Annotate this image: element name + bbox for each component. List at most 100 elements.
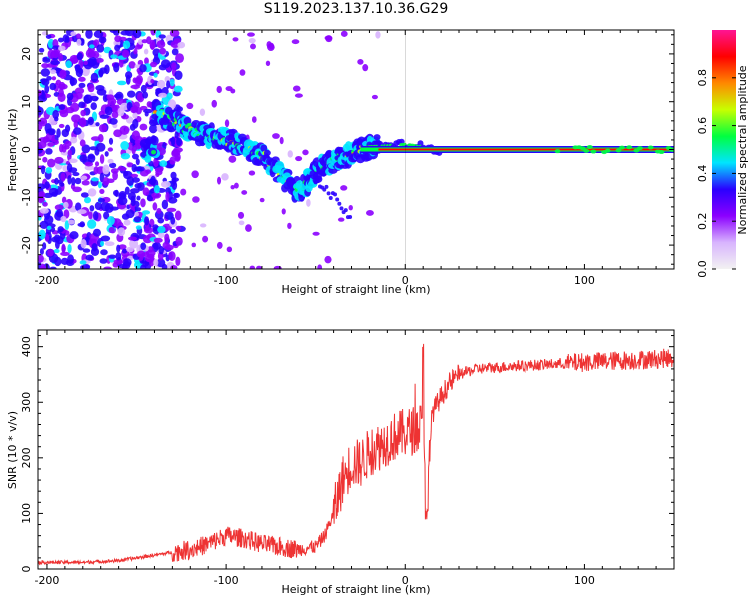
heatmap-cell [339, 206, 344, 211]
heatmap-cell [658, 150, 665, 155]
heatmap-cell [647, 145, 654, 150]
heatmap-cell [39, 208, 49, 214]
heatmap-cell [224, 119, 230, 128]
heatmap-cell [173, 38, 181, 43]
top-x-axis-label: Height of straight line (km) [281, 283, 430, 296]
heatmap-cell [58, 104, 66, 111]
bottom-y-tick-label: 200 [20, 447, 33, 468]
heatmap-cell [259, 197, 265, 203]
heatmap-cell [109, 30, 118, 34]
heatmap-cell [100, 249, 108, 256]
heatmap-cell [98, 124, 108, 133]
heatmap-cell [70, 31, 77, 37]
heatmap-cell [85, 48, 95, 58]
heatmap-cell [87, 188, 97, 197]
heatmap-cell [132, 118, 139, 129]
heatmap-cell [199, 223, 207, 228]
heatmap-cell [141, 210, 151, 215]
heatmap-cell [166, 207, 177, 213]
heatmap-cell [103, 211, 110, 220]
heatmap-cell [87, 83, 95, 93]
heatmap-cell [113, 62, 120, 73]
heatmap-cell [92, 210, 99, 221]
heatmap-cell [225, 86, 233, 92]
heatmap-cell [127, 236, 138, 241]
heatmap-cell [160, 181, 171, 188]
heatmap-cell [112, 170, 118, 181]
heatmap-cell [121, 49, 130, 58]
heatmap-cell [83, 60, 88, 66]
heatmap-cell [38, 117, 48, 127]
heatmap-cell [170, 216, 176, 225]
heatmap-cell [579, 146, 586, 151]
colorbar [712, 30, 736, 269]
heatmap-cell [46, 225, 52, 231]
heatmap-cell [47, 49, 55, 60]
top-x-tick-label: 100 [574, 274, 595, 287]
heatmap-cell [326, 191, 331, 196]
heatmap-cell [49, 266, 57, 269]
heatmap-cell [129, 188, 140, 194]
heatmap-cell [89, 44, 95, 49]
heatmap-cell [80, 239, 87, 249]
heatmap-cell [42, 242, 47, 250]
heatmap-cell [586, 145, 593, 150]
heatmap-cell [279, 136, 284, 145]
heatmap-cell [42, 57, 51, 63]
heatmap-cell [90, 102, 97, 111]
heatmap-cell [150, 78, 155, 84]
heatmap-cell [239, 69, 246, 76]
heatmap-cell [79, 117, 87, 128]
bottom-x-tick-label: -200 [34, 574, 59, 587]
heatmap-cell [337, 201, 342, 206]
heatmap-cell [140, 242, 147, 251]
heatmap-cell [104, 106, 113, 116]
colorbar-tick-label: 0.6 [696, 117, 709, 135]
heatmap-cell [38, 124, 43, 130]
heatmap-cell [312, 231, 320, 236]
heatmap-cell [306, 199, 311, 207]
heatmap-cell [42, 201, 48, 207]
heatmap-cell [47, 142, 55, 147]
heatmap-cell [335, 197, 340, 202]
heatmap-cell [56, 128, 61, 138]
heatmap-cell [170, 136, 176, 147]
spectrogram-heatmap [38, 30, 674, 269]
heatmap-cell [85, 254, 94, 261]
heatmap-cell [58, 53, 63, 62]
heatmap-cell [554, 149, 561, 154]
bottom-y-axis-label: SNR (10 * v/v) [6, 411, 19, 489]
heatmap-cell [72, 186, 82, 193]
heatmap-cell [175, 225, 182, 231]
heatmap-cell [260, 144, 268, 153]
heatmap-cell [171, 150, 179, 158]
top-x-tick-label: 0 [402, 274, 409, 287]
heatmap-cell [156, 258, 166, 268]
heatmap-cell [67, 219, 75, 225]
heatmap-cell [317, 264, 323, 269]
heatmap-cell [221, 173, 229, 181]
top-x-tick-label: -100 [214, 274, 239, 287]
heatmap-cell [165, 191, 170, 202]
heatmap-cell [619, 145, 626, 150]
heatmap-cell [169, 78, 175, 87]
heatmap-cell [169, 30, 180, 37]
heatmap-cell [71, 177, 76, 186]
heatmap-cell [174, 210, 182, 221]
heatmap-cell [108, 137, 114, 145]
heatmap-cell [171, 48, 179, 56]
bottom-x-tick-label: 100 [574, 574, 595, 587]
heatmap-cell [99, 188, 105, 195]
heatmap-cell [113, 259, 124, 265]
heatmap-cell [107, 97, 117, 106]
heatmap-cell [325, 149, 333, 157]
heatmap-cell [146, 101, 153, 108]
heatmap-cell [100, 240, 105, 247]
heatmap-cell [79, 260, 87, 265]
heatmap-cell [142, 235, 153, 244]
heatmap-cell [44, 84, 50, 94]
heatmap-cell [78, 76, 86, 82]
heatmap-cell [102, 176, 110, 186]
heatmap-cell [152, 202, 158, 211]
heatmap-cell [95, 122, 100, 127]
